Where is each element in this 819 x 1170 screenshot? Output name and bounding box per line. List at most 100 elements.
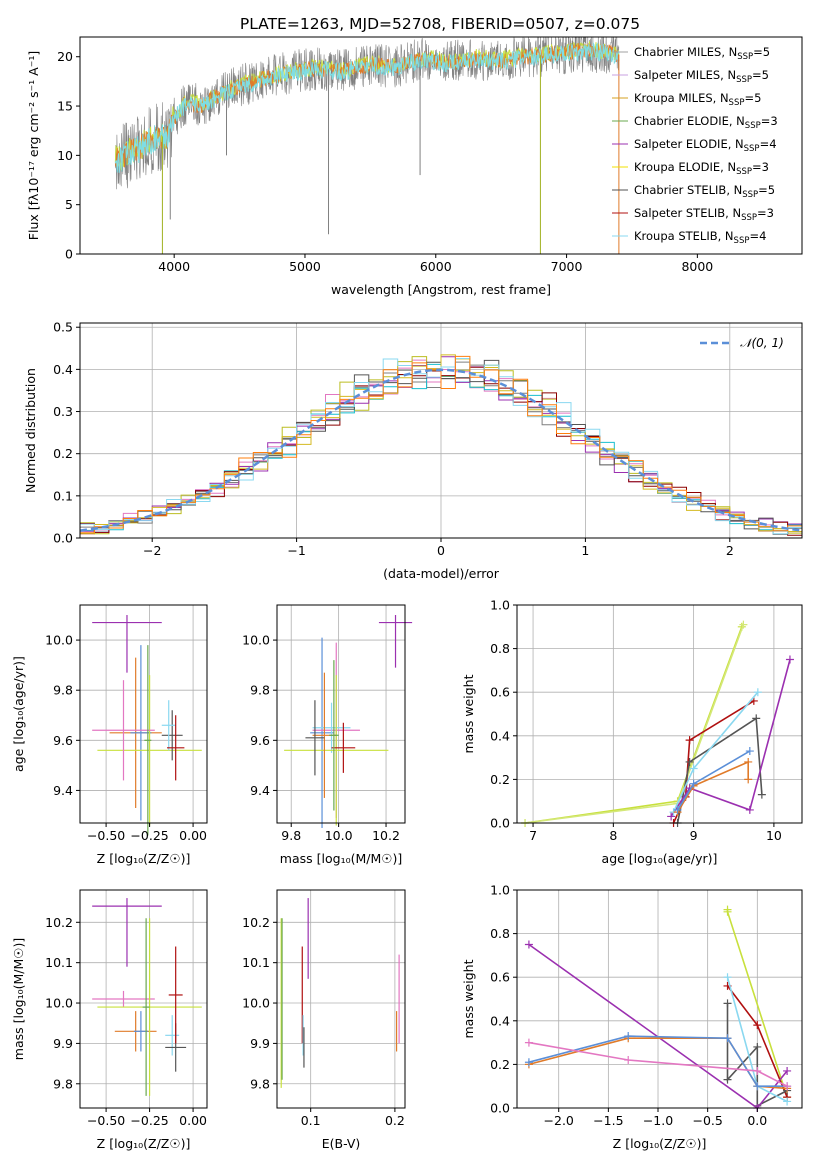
weight-point-marker: [689, 764, 698, 773]
x-tick-label: −0.5: [692, 1113, 722, 1128]
x-tick-label: −0.25: [130, 828, 168, 843]
x-tick-label: 7: [529, 828, 537, 843]
error-bar-point: [168, 946, 183, 1044]
y-tick-label: 9.8: [250, 683, 270, 698]
x-tick-label: −0.50: [87, 1113, 125, 1128]
weight-point-marker: [783, 1066, 792, 1075]
weight-point-marker: [753, 688, 762, 697]
legend-entry: Salpeter ELODIE, NSSP=4: [634, 137, 777, 154]
y-tick-label: 0.5: [53, 320, 73, 335]
x-tick-label: −2.0: [544, 1113, 574, 1128]
x-tick-label: 8: [609, 828, 617, 843]
x-tick-label: 10: [766, 828, 782, 843]
x-tick-label: −2: [143, 543, 161, 558]
legend-entry: Salpeter MILES, NSSP=5: [634, 68, 769, 85]
error-bar-point: [378, 615, 413, 668]
x-tick-label: 0.2: [385, 1113, 405, 1128]
normal-distribution-curve: [80, 368, 802, 532]
y-tick-label: 0.1: [53, 488, 73, 503]
error-bar-point: [92, 990, 155, 1008]
mass-vs-metallicity-plot: −0.50 −0.25 0.00 9.8 9.9 10.0 10.1 10.2 Z [log₁₀…: [11, 889, 208, 1151]
weight-point-marker: [783, 1082, 792, 1091]
error-bar-point: [312, 702, 351, 753]
y-tick-label: 0: [65, 247, 73, 262]
x-axis-label: E(B-V): [322, 1136, 361, 1151]
weight-point-marker: [744, 775, 753, 784]
error-bar-point: [92, 898, 162, 967]
error-bar-point: [310, 637, 334, 829]
spectrum-series-line: [115, 37, 620, 190]
error-bar-point: [305, 700, 325, 776]
legend-entry: Chabrier STELIB, NSSP=5: [634, 183, 775, 200]
axes-frame: [276, 604, 406, 824]
y-tick-label: 0.4: [53, 362, 73, 377]
y-tick-label: 10.0: [45, 633, 73, 648]
error-bar-point: [142, 918, 150, 1096]
weight-series-line: [672, 700, 755, 824]
error-bar-point: [161, 700, 176, 751]
error-bar-point: [97, 675, 202, 826]
weight-point-marker: [667, 812, 676, 821]
weight-point-marker: [624, 1032, 633, 1041]
weight-series-line: [670, 659, 791, 817]
axes-frame: [79, 889, 208, 1109]
y-tick-label: 9.4: [250, 783, 270, 798]
weight-series-line: [676, 760, 750, 813]
weight-vs-metallicity-plot: −2.0 −1.5 −1.0 −0.5 0.0 0.0 0.2 0.4 0.6 0.8 1.0 Z […: [461, 883, 803, 1151]
weight-point-marker: [785, 655, 794, 664]
weight-point-marker: [723, 1075, 732, 1084]
x-axis-label: wavelength [Angstrom, rest frame]: [331, 282, 551, 297]
weight-point-marker: [753, 1082, 762, 1091]
weight-point-marker: [685, 736, 694, 745]
y-tick-label: 0.6: [490, 970, 510, 985]
weight-point-marker: [723, 973, 732, 982]
error-bar-point: [144, 645, 152, 836]
y-tick-label: 9.8: [53, 1076, 73, 1091]
axes-frame: [516, 889, 803, 1109]
x-tick-label: 2: [726, 543, 734, 558]
y-tick-label: 0.2: [53, 446, 73, 461]
axes-frame: [516, 604, 803, 824]
y-tick-label: 20: [57, 49, 73, 64]
weight-point-marker: [753, 1021, 762, 1030]
y-axis-label: Flux [fλ10⁻¹⁷ erg cm⁻² s⁻¹ A⁻¹]: [26, 51, 41, 240]
age-vs-mass-plot: 9.8 10.0 10.2 9.4 9.6 9.8 10.0 mass [log₁₀(M/M☉…: [242, 604, 413, 866]
error-bar-point: [97, 918, 202, 1096]
x-tick-label: 8000: [681, 259, 713, 274]
weight-point-marker: [744, 757, 753, 766]
spectrum-plot: 4000 5000 6000 7000 8000 0 5 10 15 20 wavelength […: [26, 36, 803, 297]
x-tick-label: 10.0: [325, 828, 353, 843]
axes-frame: [79, 604, 208, 824]
y-tick-label: 0.4: [490, 1013, 510, 1028]
x-tick-label: 9: [690, 828, 698, 843]
y-tick-label: 0.0: [53, 531, 73, 546]
y-tick-label: 9.8: [250, 1076, 270, 1091]
error-bar-point: [331, 722, 356, 773]
weight-point-marker: [739, 620, 748, 629]
y-tick-label: 9.9: [250, 1036, 270, 1051]
y-tick-label: 10.1: [242, 955, 270, 970]
weight-point-marker: [745, 805, 754, 814]
y-tick-label: 0.2: [490, 772, 510, 787]
weight-point-marker: [723, 999, 732, 1008]
y-axis-label: mass [log₁₀(M/M☉)]: [11, 938, 26, 1060]
error-bar-point: [329, 660, 339, 811]
y-tick-label: 9.6: [250, 733, 270, 748]
age-vs-metallicity-plot: −0.50 −0.25 0.00 9.4 9.6 9.8 10.0 Z [log₁₀(Z/Z☉…: [11, 604, 208, 866]
y-tick-label: 10.0: [45, 996, 73, 1011]
x-tick-label: 0.00: [179, 1113, 207, 1128]
y-axis-label: mass weight: [461, 674, 476, 753]
y-tick-label: 0.8: [490, 926, 510, 941]
weight-point-marker: [723, 907, 732, 916]
x-tick-label: 4000: [158, 259, 190, 274]
y-tick-label: 1.0: [490, 598, 510, 613]
y-tick-label: 1.0: [490, 883, 510, 898]
x-tick-label: 10.2: [372, 828, 400, 843]
x-tick-label: 0.00: [179, 828, 207, 843]
x-tick-label: 0: [437, 543, 445, 558]
weight-series-line: [524, 624, 745, 824]
histogram-step-line: [80, 355, 802, 537]
y-tick-label: 0.2: [490, 1057, 510, 1072]
weight-point-marker: [624, 1056, 633, 1065]
